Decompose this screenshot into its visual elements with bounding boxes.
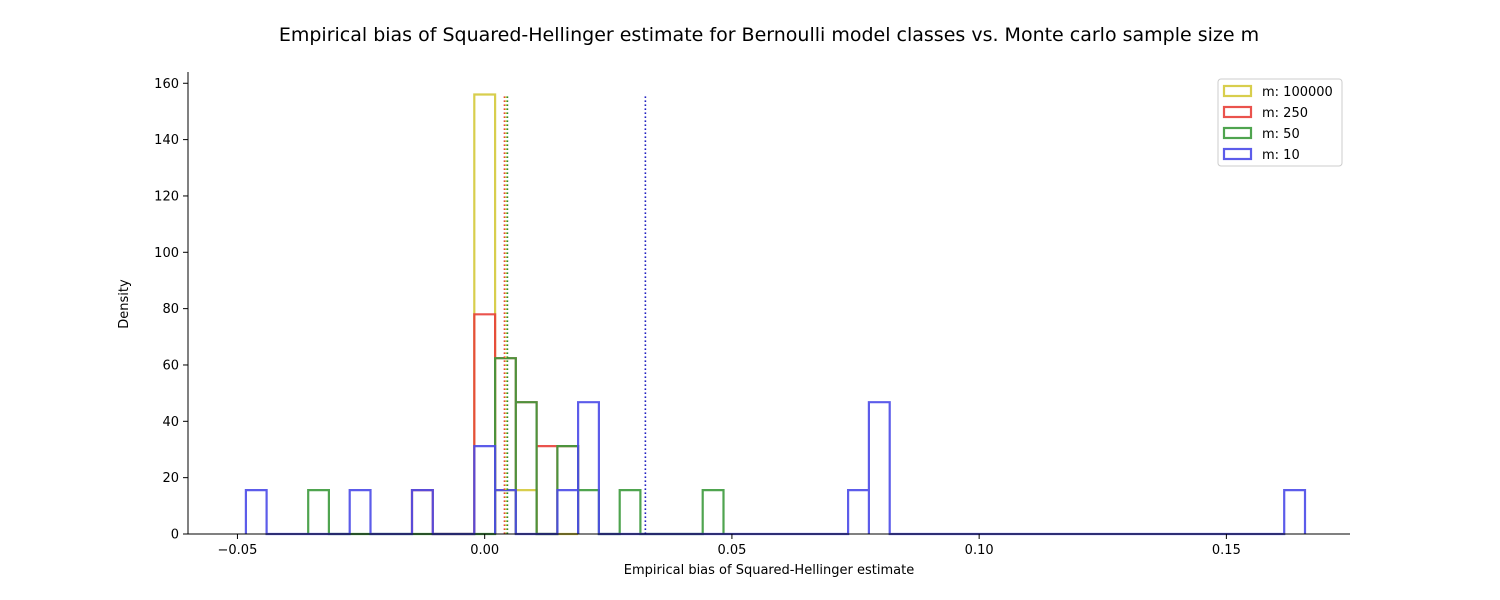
legend-swatch	[1222, 105, 1253, 119]
y-ticks: 0 20 40 60 80 100 120 140 160	[154, 77, 188, 543]
y-tick-label: 100	[154, 246, 179, 261]
y-tick-label: 160	[154, 77, 179, 92]
legend-label: m: 10	[1262, 148, 1300, 163]
x-ticks: −0.05 0.00 0.05 0.10 0.15	[218, 534, 1241, 558]
y-tick-label: 40	[162, 415, 179, 430]
y-tick-label: 80	[162, 302, 179, 317]
legend-label: m: 50	[1262, 127, 1300, 142]
y-tick-label: 120	[154, 189, 179, 204]
y-tick-label: 20	[162, 471, 179, 486]
y-axis-label: Density	[117, 279, 132, 329]
legend-label: m: 100000	[1262, 85, 1333, 100]
legend: m: 100000 m: 250 m: 50 m: 10	[1217, 78, 1343, 167]
histogram-series-3	[244, 401, 1307, 536]
axes	[187, 72, 1350, 535]
x-tick-label: −0.05	[218, 543, 258, 558]
legend-label: m: 250	[1262, 106, 1308, 121]
x-tick-label: 0.00	[470, 543, 499, 558]
legend-frame	[1217, 78, 1343, 167]
y-tick-label: 60	[162, 358, 179, 373]
mean-lines	[503, 94, 647, 534]
y-tick-label: 140	[154, 133, 179, 148]
y-tick-label: 0	[171, 528, 179, 543]
x-tick-label: 0.05	[717, 543, 746, 558]
x-tick-label: 0.15	[1212, 543, 1241, 558]
legend-swatch	[1222, 84, 1253, 98]
x-axis-label: Empirical bias of Squared-Hellinger esti…	[624, 563, 914, 578]
plot-area	[244, 93, 1307, 536]
legend-swatch	[1222, 147, 1253, 161]
chart-title: Empirical bias of Squared-Hellinger esti…	[278, 24, 1260, 46]
x-tick-label: 0.10	[965, 543, 994, 558]
legend-swatch	[1222, 126, 1253, 140]
